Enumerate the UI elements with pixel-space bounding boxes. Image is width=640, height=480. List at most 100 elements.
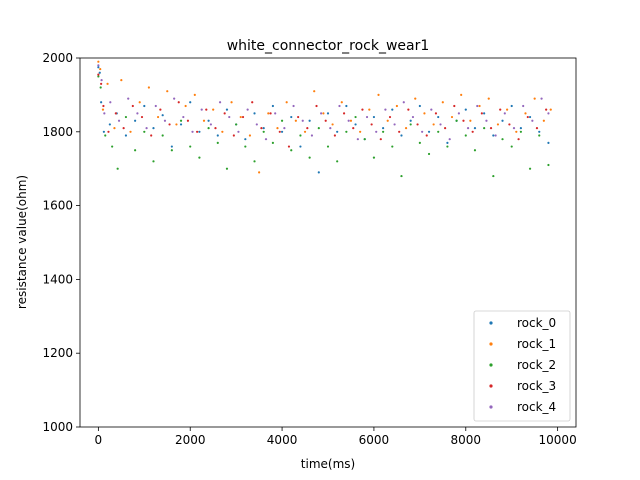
- data-point: [196, 130, 199, 133]
- data-point: [308, 156, 311, 159]
- data-point: [207, 127, 210, 130]
- data-point: [542, 119, 545, 122]
- data-point: [177, 101, 180, 104]
- data-point: [271, 104, 274, 108]
- series-rock_4: [97, 64, 550, 141]
- data-point: [336, 160, 339, 163]
- data-point: [533, 97, 536, 100]
- data-point: [104, 134, 107, 137]
- data-point: [159, 108, 162, 111]
- data-point: [345, 130, 348, 133]
- data-point: [501, 119, 504, 122]
- legend: rock_0 rock_1 rock_2 rock_3 rock_4: [473, 310, 571, 422]
- data-point: [476, 104, 479, 108]
- legend-marker: [489, 321, 493, 325]
- data-point: [538, 134, 541, 137]
- data-point: [506, 108, 509, 111]
- x-tick-label: 4000: [267, 433, 298, 447]
- data-point: [515, 130, 518, 133]
- data-point: [423, 112, 426, 115]
- data-point: [248, 134, 252, 137]
- data-point: [198, 130, 201, 133]
- data-point: [427, 130, 431, 133]
- data-point: [391, 145, 394, 148]
- data-point: [342, 112, 346, 115]
- data-point: [487, 97, 490, 100]
- data-point: [382, 127, 385, 130]
- data-point: [251, 101, 254, 104]
- data-point: [460, 93, 463, 96]
- data-point: [409, 123, 412, 126]
- data-point: [446, 145, 449, 148]
- data-point: [255, 123, 258, 126]
- data-point: [313, 90, 316, 93]
- legend-marker: [489, 342, 493, 346]
- data-point: [359, 130, 362, 133]
- data-point: [526, 115, 529, 119]
- data-point: [269, 112, 272, 115]
- data-point: [294, 119, 297, 122]
- data-point: [434, 112, 438, 115]
- data-point: [398, 130, 401, 133]
- data-point: [437, 115, 440, 119]
- data-point: [418, 104, 421, 108]
- data-point: [483, 112, 486, 115]
- data-point: [547, 112, 550, 115]
- data-point: [290, 115, 293, 119]
- data-point: [365, 115, 369, 119]
- y-tick-label: 1800: [42, 125, 73, 139]
- data-point: [508, 123, 511, 126]
- legend-label: rock_0: [517, 316, 556, 330]
- data-point: [432, 123, 435, 126]
- data-point: [441, 101, 444, 104]
- data-point: [528, 115, 532, 119]
- data-point: [489, 127, 493, 130]
- data-point: [326, 112, 330, 115]
- data-point: [262, 127, 265, 130]
- data-point: [473, 149, 477, 152]
- data-point: [223, 112, 226, 115]
- data-point: [186, 119, 190, 122]
- data-point: [540, 97, 543, 100]
- data-point: [450, 115, 454, 119]
- y-tick-label: 1600: [42, 199, 73, 213]
- data-point: [340, 101, 343, 104]
- data-point: [290, 149, 293, 152]
- data-point: [306, 127, 309, 130]
- data-point: [303, 130, 307, 133]
- data-point: [131, 104, 134, 108]
- data-point: [264, 138, 268, 141]
- data-point: [280, 119, 284, 122]
- data-point: [97, 75, 100, 78]
- data-point: [427, 152, 431, 156]
- data-point: [425, 134, 428, 137]
- data-point: [161, 134, 164, 137]
- series-rock_1: [97, 60, 552, 174]
- series-rock_2: [97, 75, 550, 178]
- data-point: [193, 93, 196, 96]
- data-point: [113, 127, 116, 130]
- x-axis-label: time(ms): [301, 457, 355, 471]
- data-point: [547, 141, 550, 144]
- data-point: [134, 119, 137, 122]
- y-tick-label: 1000: [42, 420, 73, 434]
- data-point: [276, 127, 279, 130]
- data-point: [503, 112, 506, 115]
- data-point: [260, 127, 263, 130]
- data-point: [317, 127, 320, 130]
- data-point: [402, 101, 405, 104]
- data-point: [140, 115, 144, 119]
- data-point: [352, 127, 355, 130]
- data-point: [244, 145, 247, 148]
- y-axis-ticks: 1000 1200 1400 1600 1800 2000: [42, 51, 80, 434]
- data-point: [216, 141, 219, 144]
- data-point: [395, 104, 398, 108]
- data-point: [100, 101, 103, 104]
- data-point: [145, 127, 148, 130]
- data-point: [124, 115, 128, 119]
- data-point: [336, 130, 339, 133]
- data-point: [393, 123, 396, 126]
- data-point: [375, 130, 378, 133]
- data-point: [244, 138, 247, 141]
